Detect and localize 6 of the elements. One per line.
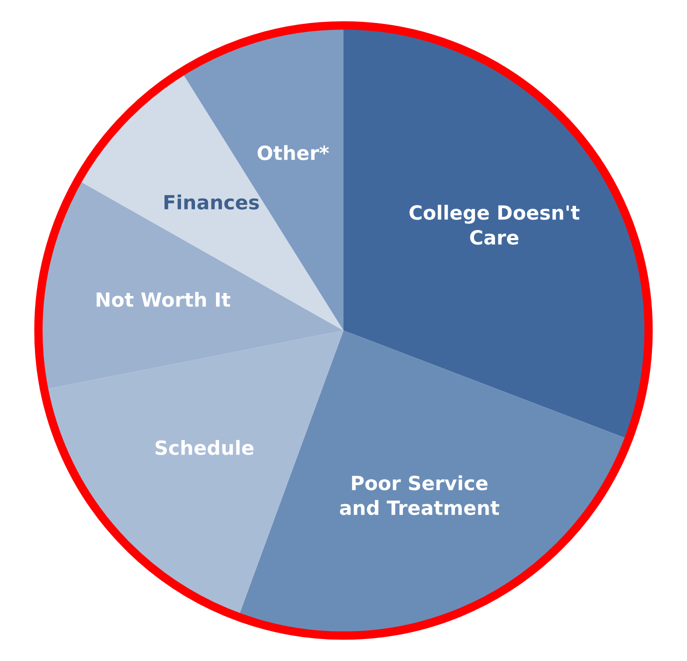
slice-label: Poor Service and Treatment — [340, 475, 500, 516]
slice-label: College Doesn't Care — [410, 204, 580, 245]
slice-label: Finances — [164, 194, 259, 210]
slice-label: Schedule — [156, 440, 254, 456]
slice-label: Not Worth It — [96, 292, 230, 307]
slice-label: Other* — [258, 145, 329, 160]
